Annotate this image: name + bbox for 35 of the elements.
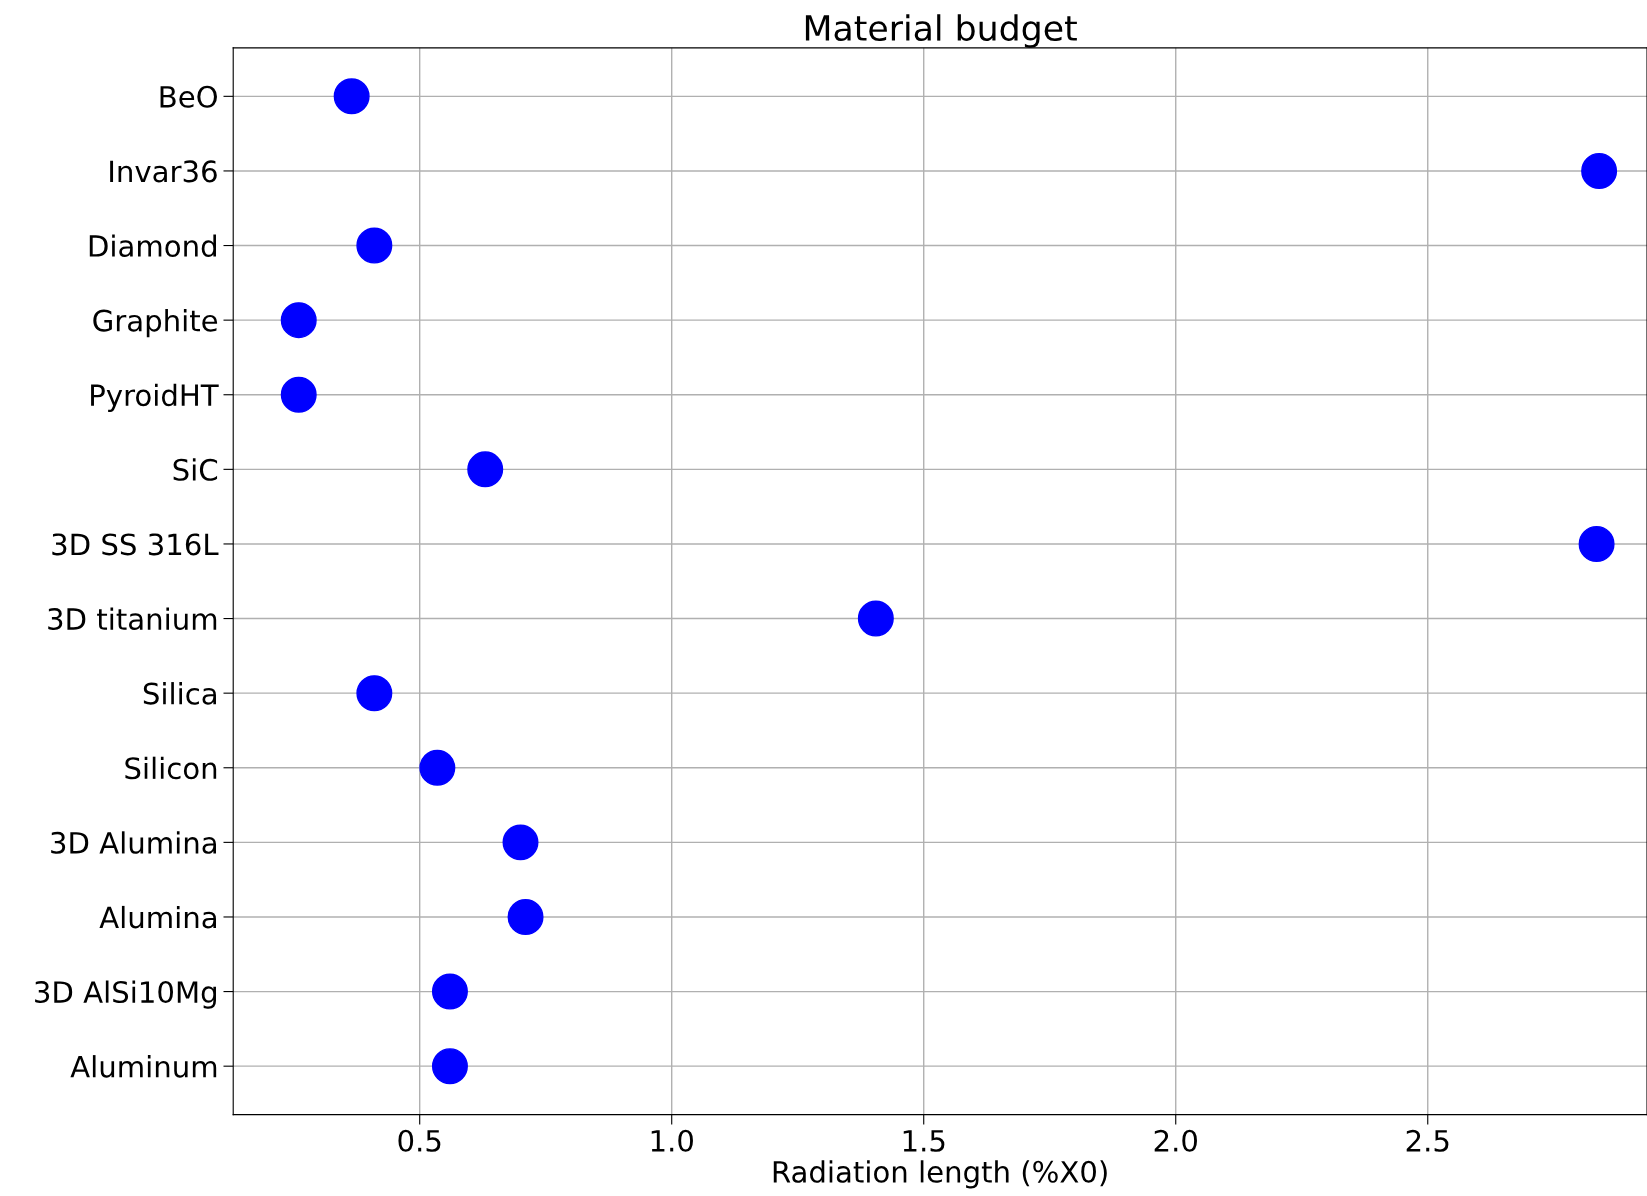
chart-title: Material budget (805, 14, 1077, 48)
y-tick-label: Silicon (125, 756, 217, 780)
x-tick-label: 1.5 (903, 1130, 945, 1152)
point (1581, 152, 1618, 189)
point (431, 973, 468, 1010)
x-tick-label: 2.0 (1154, 1129, 1197, 1152)
point (280, 376, 317, 413)
y-tick-label: Silica (143, 682, 216, 705)
y-tick-label: 3D titanium (48, 607, 217, 631)
y-tick-label: Aluminum (70, 1055, 217, 1078)
point (333, 78, 370, 115)
point (467, 451, 504, 488)
x-tick-label: 2.5 (1406, 1129, 1449, 1152)
y-tick-label: 3D Alumina (51, 831, 216, 854)
point (857, 600, 894, 637)
point (356, 227, 393, 264)
y-tick-label: Invar36 (110, 160, 217, 183)
point (502, 824, 539, 861)
y-tick-label: SiC (173, 458, 218, 481)
y-tick-label: PyroidHT (91, 383, 219, 412)
point (507, 898, 544, 935)
y-tick-label: 3D SS 316L (52, 533, 219, 556)
y-tick-label: BeO (160, 85, 217, 108)
y-tick-label: Alumina (99, 905, 216, 929)
point (280, 302, 317, 339)
point (1578, 525, 1615, 562)
x-tick-label: 0.5 (398, 1129, 441, 1152)
x-tick-label: 1.0 (651, 1129, 693, 1152)
point (431, 1048, 468, 1085)
y-tick-label: 3D AlSi10Mg (35, 980, 216, 1009)
x-axis-title: Radiation length (%X0) (773, 1160, 1107, 1189)
y-tick-label: Graphite (93, 309, 218, 338)
point (356, 675, 393, 712)
point (419, 749, 456, 786)
y-tick-label: Diamond (89, 234, 216, 258)
